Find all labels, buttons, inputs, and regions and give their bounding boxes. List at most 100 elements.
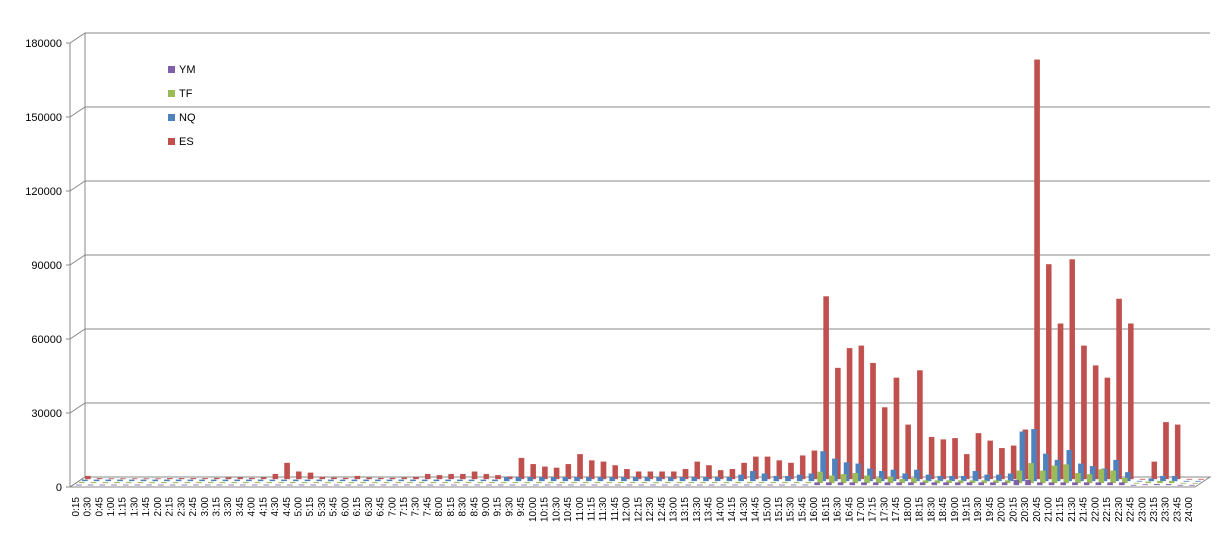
bar (896, 482, 902, 486)
x-tick-label: 21:15 (1055, 497, 1066, 522)
bar (1189, 484, 1195, 486)
bar (934, 480, 941, 484)
bar (729, 468, 736, 480)
bar (565, 464, 572, 480)
bar (717, 470, 724, 480)
bar (626, 484, 633, 486)
bar (1063, 464, 1070, 484)
bar (585, 477, 592, 482)
x-tick-label: 8:30 (458, 497, 469, 517)
bar (802, 484, 809, 486)
bar (1160, 475, 1166, 482)
legend-swatch (168, 138, 175, 145)
y-tick-label: 0 (56, 482, 62, 494)
bar (1016, 470, 1023, 484)
bar (837, 482, 844, 486)
bar (726, 477, 733, 482)
bar (96, 478, 103, 480)
bar (281, 479, 287, 482)
bar (128, 479, 135, 482)
x-tick-label: 10:30 (551, 497, 562, 522)
bar (788, 462, 794, 480)
bar (293, 479, 299, 482)
x-tick-label: 1:45 (141, 497, 152, 517)
bar (849, 482, 856, 486)
legend-label: YM (179, 64, 196, 76)
bar (714, 477, 721, 482)
bar (1072, 482, 1078, 486)
bar (213, 477, 220, 480)
bar (363, 479, 369, 482)
bar (1157, 480, 1163, 484)
bar (808, 473, 815, 482)
bar (547, 482, 554, 484)
x-tick-label: 21:00 (1044, 497, 1055, 522)
bar (427, 484, 434, 486)
bar (167, 478, 173, 480)
bar (503, 477, 510, 482)
bar (527, 477, 533, 482)
bar (345, 484, 352, 486)
bar (582, 482, 589, 484)
bar (665, 482, 671, 484)
x-tick-label: 15:30 (786, 497, 797, 522)
x-tick-label: 4:30 (270, 497, 281, 517)
bar (943, 482, 949, 486)
bar (940, 439, 947, 480)
x-tick-label: 22:30 (1114, 497, 1125, 522)
bar (603, 484, 609, 486)
bar (193, 484, 199, 486)
bar (439, 484, 445, 486)
x-tick-label: 8:15 (446, 497, 457, 517)
bar (369, 484, 375, 486)
bar (1037, 482, 1043, 486)
bar (448, 473, 454, 480)
bar (114, 482, 120, 484)
bar (744, 484, 750, 486)
bar (1034, 59, 1040, 480)
bar (348, 482, 355, 484)
x-tick-label: 5:45 (329, 497, 340, 517)
bar (184, 482, 191, 484)
bar (805, 482, 812, 484)
bar (457, 479, 463, 482)
bar (1010, 445, 1017, 480)
bar (799, 455, 806, 480)
bar (846, 348, 853, 480)
x-tick-label: 11:30 (598, 497, 609, 522)
bar (225, 477, 232, 480)
bar (272, 473, 279, 480)
bar (770, 482, 777, 484)
bar (735, 482, 741, 484)
x-tick-label: 15:15 (774, 497, 785, 522)
bar (287, 484, 293, 486)
legend-swatch (168, 66, 175, 73)
bar (957, 480, 964, 484)
bar (395, 482, 402, 484)
bar (790, 484, 797, 486)
x-tick-label: 22:45 (1126, 497, 1137, 522)
bar (952, 438, 958, 480)
bar (1151, 461, 1158, 480)
x-tick-label: 16:30 (833, 497, 844, 522)
bar (392, 484, 399, 486)
bar (571, 482, 577, 484)
bar (755, 484, 762, 486)
bar (641, 482, 648, 484)
x-tick-label: 3:15 (211, 497, 222, 517)
bar (190, 478, 197, 480)
bar (1128, 323, 1134, 480)
bar (413, 476, 419, 480)
bar (1133, 482, 1140, 484)
bar (415, 484, 422, 486)
bar (398, 479, 405, 482)
bar (512, 482, 519, 484)
bar (257, 479, 264, 482)
bar (1069, 259, 1076, 480)
x-tick-label: 23:30 (1161, 497, 1172, 522)
bar (609, 477, 615, 482)
bar (577, 454, 583, 480)
x-tick-label: 19:45 (985, 497, 996, 522)
bar (597, 477, 604, 482)
bar (199, 479, 205, 482)
